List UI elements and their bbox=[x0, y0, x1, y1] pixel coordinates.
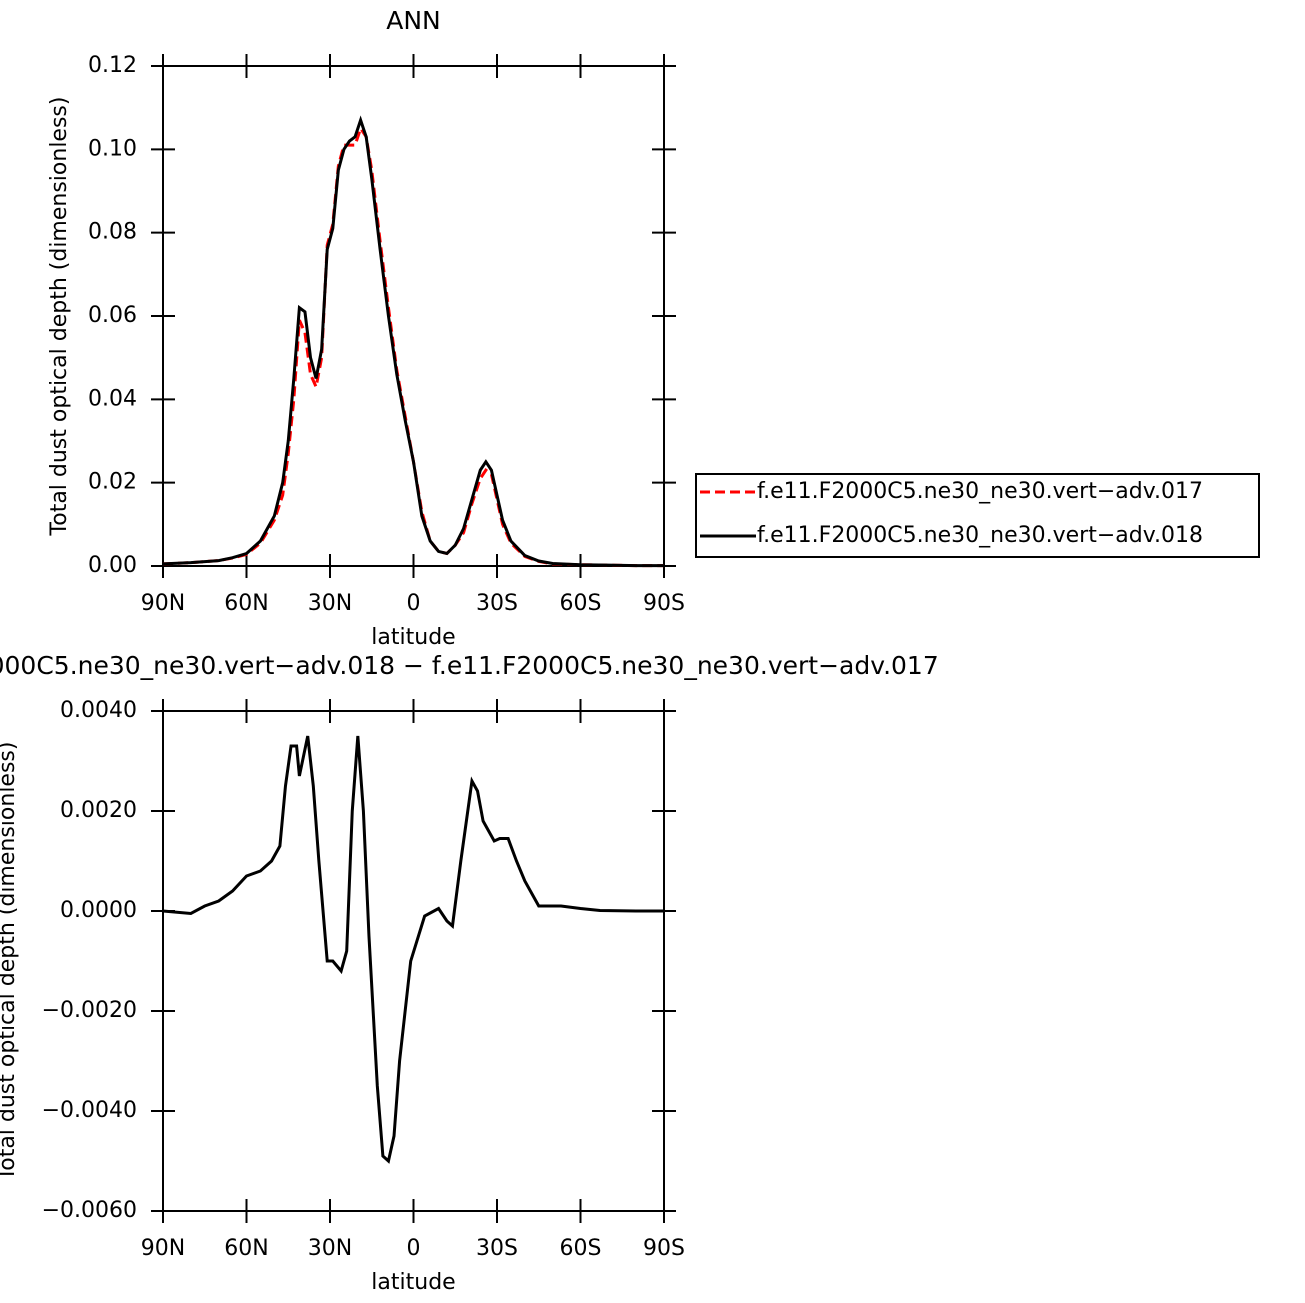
y-tick-label: 0.0020 bbox=[60, 798, 137, 823]
legend-box bbox=[695, 473, 1260, 558]
chart-title: ANN bbox=[386, 6, 441, 35]
legend-label: f.e11.F2000C5.ne30_ne30.vert−adv.017 bbox=[757, 479, 1203, 504]
chart-title: f.e11.F2000C5.ne30_ne30.vert−adv.018 − f… bbox=[0, 651, 939, 680]
y-tick-label: 0.08 bbox=[88, 220, 137, 245]
data-line bbox=[162, 125, 664, 568]
plot-frame bbox=[162, 65, 665, 567]
y-tick-label: 0.0000 bbox=[60, 898, 137, 923]
x-tick-label: 60S bbox=[560, 1236, 602, 1261]
x-tick-label: 60S bbox=[560, 591, 602, 616]
data-line bbox=[162, 735, 664, 1164]
y-axis-label: Total dust optical depth (dimensionless) bbox=[47, 97, 72, 537]
y-tick-label: 0.12 bbox=[88, 53, 137, 78]
legend-label: f.e11.F2000C5.ne30_ne30.vert−adv.018 bbox=[757, 523, 1203, 548]
y-tick-label: 0.06 bbox=[88, 303, 137, 328]
x-tick-label: 90S bbox=[643, 591, 685, 616]
plot-frame bbox=[162, 710, 665, 1212]
x-tick-label: 60N bbox=[224, 591, 268, 616]
data-line bbox=[162, 115, 664, 568]
y-tick-label: −0.0060 bbox=[42, 1198, 137, 1223]
x-tick-label: 0 bbox=[407, 1236, 421, 1261]
y-axis-label: Total dust optical depth (dimensionless) bbox=[0, 742, 20, 1182]
x-tick-label: 60N bbox=[224, 1236, 268, 1261]
y-tick-label: 0.02 bbox=[88, 470, 137, 495]
x-axis-label: latitude bbox=[371, 625, 455, 650]
y-tick-label: −0.0040 bbox=[42, 1098, 137, 1123]
x-tick-label: 0 bbox=[407, 591, 421, 616]
x-axis-label: latitude bbox=[371, 1270, 455, 1295]
y-tick-label: 0.0040 bbox=[60, 698, 137, 723]
x-tick-label: 90S bbox=[643, 1236, 685, 1261]
x-tick-label: 30N bbox=[308, 591, 352, 616]
x-tick-label: 30S bbox=[476, 1236, 518, 1261]
y-tick-label: −0.0020 bbox=[42, 998, 137, 1023]
x-tick-label: 30N bbox=[308, 1236, 352, 1261]
x-tick-label: 30S bbox=[476, 591, 518, 616]
x-tick-label: 90N bbox=[141, 1236, 185, 1261]
y-tick-label: 0.04 bbox=[88, 386, 137, 411]
y-tick-label: 0.10 bbox=[88, 136, 137, 161]
x-tick-label: 90N bbox=[141, 591, 185, 616]
y-tick-label: 0.00 bbox=[88, 553, 137, 578]
